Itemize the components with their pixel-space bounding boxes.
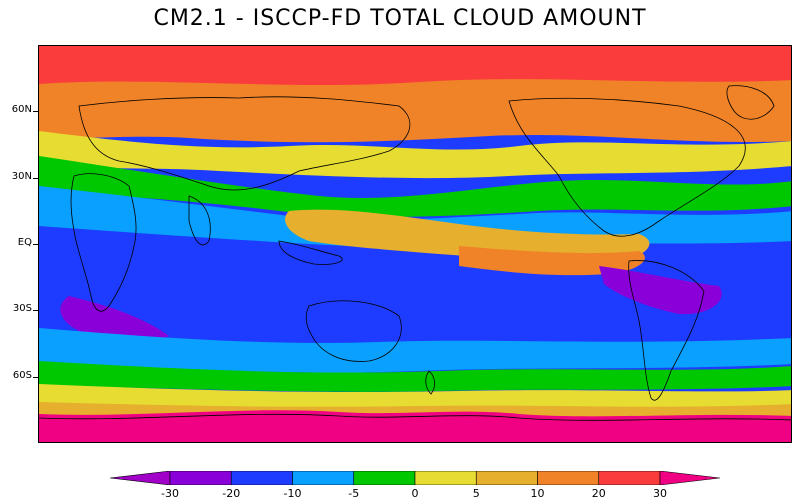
lat-tick (33, 244, 38, 245)
lat-label-60s: 60S (12, 369, 32, 381)
colorbar-svg (109, 470, 721, 486)
southern-ocean-green (39, 361, 791, 392)
lat-label-eq: EQ (17, 237, 32, 248)
colorbar-level-label: 20 (591, 487, 606, 500)
south-subtropic-blue (39, 261, 791, 344)
map-title: CM2.1 - ISCCP-FD TOTAL CLOUD AMOUNT (153, 6, 647, 31)
north-mid-lat-yellow (39, 131, 791, 179)
colorbar-level-label: -5 (348, 487, 360, 500)
colorbar-level-label: -20 (222, 487, 241, 500)
north-high-lat-band (39, 79, 791, 143)
colorbar (109, 470, 721, 486)
colorbar-box (475, 470, 538, 486)
lat-label-60n: 60N (11, 104, 32, 116)
south-atlantic-purple (60, 296, 169, 343)
colorbar-box (169, 470, 232, 486)
colorbar-box (537, 470, 600, 486)
colorbar-box (598, 470, 661, 486)
colorbar-extend-high (659, 470, 721, 486)
north-subtropic-green (39, 156, 791, 217)
warm-pool-tongue (285, 209, 650, 263)
coastlines (39, 85, 791, 421)
colorbar-level-label: 0 (411, 487, 419, 500)
colorbar-box (292, 470, 355, 486)
southern-ocean-yellow (39, 384, 791, 409)
antarctica-band (39, 410, 791, 442)
colorbar-level-label: -10 (283, 487, 302, 500)
lat-tick (33, 177, 38, 179)
colorbar-box (230, 470, 293, 486)
lat-tick (33, 310, 38, 312)
cloud-anomaly-map (39, 46, 791, 442)
lat-label-30n: 30N (11, 170, 32, 182)
colorbar-box (414, 470, 477, 486)
colorbar-level-label: 30 (653, 487, 667, 500)
colorbar-level-label: 5 (472, 487, 480, 500)
itcz-pacific (459, 246, 645, 276)
colorbar-level-label: -30 (161, 487, 179, 500)
lat-tick (33, 111, 38, 113)
lat-tick (33, 376, 38, 378)
colorbar-level-label: 10 (530, 487, 545, 500)
colorbar-extend-low (109, 470, 171, 486)
map-frame (38, 45, 792, 443)
south-mid-lat-cyan (39, 328, 791, 373)
lat-label-30s: 30S (12, 303, 32, 315)
arctic-band (39, 46, 791, 86)
north-trade-cyan (39, 186, 791, 249)
colorbar-box (353, 470, 416, 486)
